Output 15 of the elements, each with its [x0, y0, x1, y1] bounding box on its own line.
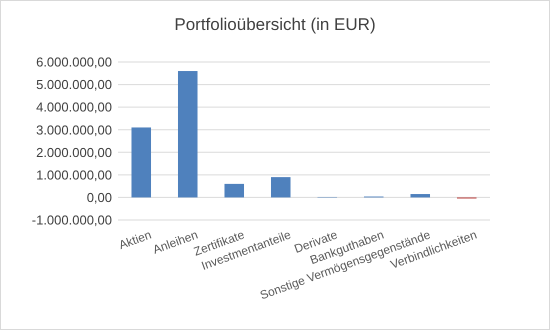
y-tick-label: 2.000.000,00 [36, 144, 112, 160]
y-tick-label: 3.000.000,00 [36, 122, 112, 138]
bar [224, 184, 244, 198]
chart-title: Portfolioübersicht (in EUR) [174, 15, 376, 34]
bar [131, 127, 152, 198]
y-tick-label: 5.000.000,00 [36, 77, 112, 92]
y-tick-label: -1.000.000,00 [32, 212, 112, 228]
y-tick-label: 6.000.000,00 [36, 54, 112, 70]
bar [270, 177, 291, 198]
bar [178, 71, 198, 198]
x-tick-label: Aktien [117, 228, 154, 252]
y-tick-label: 4.000.000,00 [36, 100, 112, 115]
y-tick-label: 1.000.000,00 [36, 167, 112, 182]
bar [410, 194, 430, 198]
y-tick-label: 0,00 [86, 190, 112, 205]
